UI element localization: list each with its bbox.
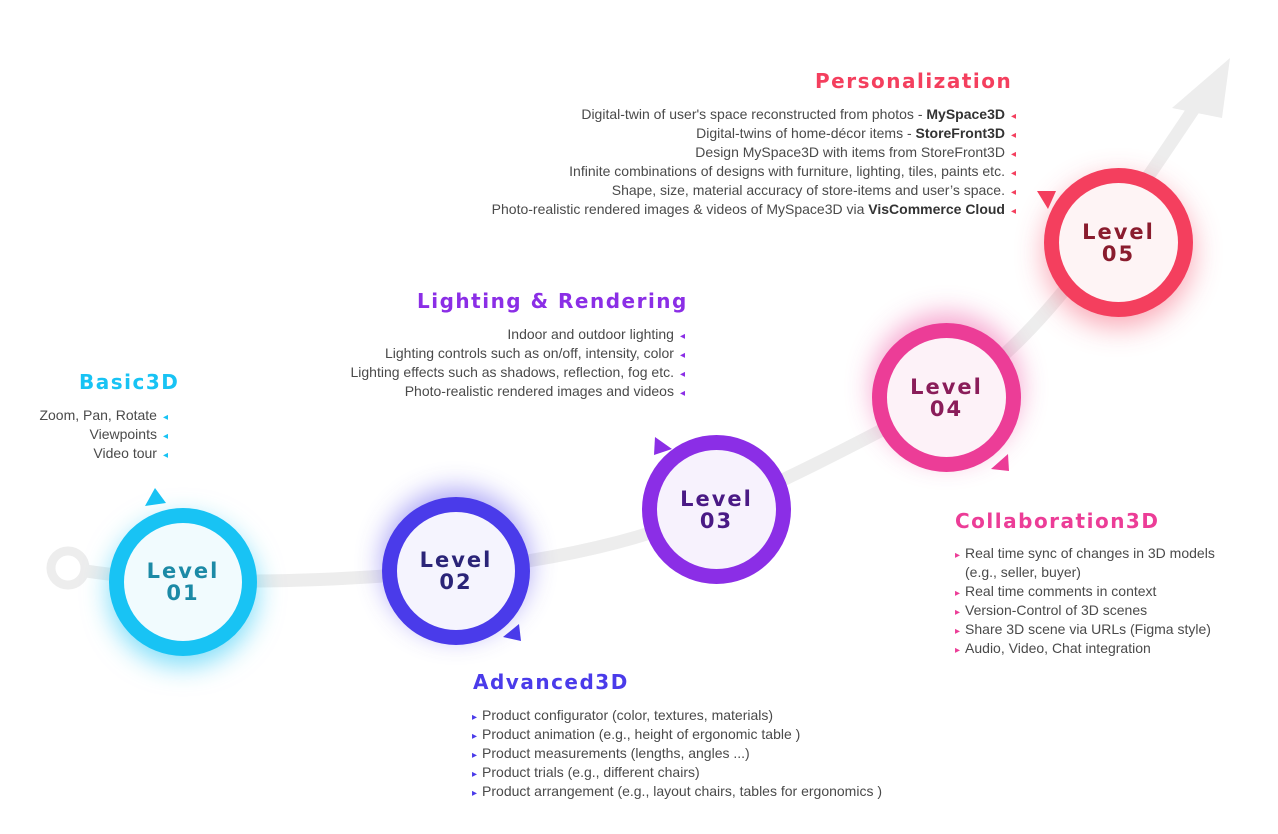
list-item: Shape, size, material accuracy of store-…	[492, 182, 1016, 201]
list-item: Product trials (e.g., different chairs)	[472, 764, 882, 783]
level-label: Level	[1082, 219, 1155, 244]
basic3d-features: Zoom, Pan, Rotate Viewpoints Video tour	[39, 407, 168, 464]
personalization-features: Digital-twin of user's space reconstruct…	[492, 106, 1016, 220]
item-bold-text: MySpace3D	[926, 106, 1005, 122]
advanced3d-title: Advanced3D	[473, 670, 629, 694]
pointer-triangle-icon-2	[503, 624, 521, 641]
lighting-title: Lighting & Rendering	[417, 289, 688, 313]
level-number: 03	[699, 508, 734, 533]
list-item: Viewpoints	[39, 426, 168, 445]
list-item: Digital-twin of user's space reconstruct…	[492, 106, 1016, 125]
collaboration3d-features: Real time sync of changes in 3D models (…	[955, 545, 1215, 659]
list-item: Indoor and outdoor lighting	[350, 326, 685, 345]
item-text: Design MySpace3D with items from StoreFr…	[695, 144, 1005, 160]
list-item-continuation: (e.g., seller, buyer)	[965, 564, 1081, 580]
list-item: Audio, Video, Chat integration	[955, 640, 1215, 659]
level-01-circle: Level 01	[109, 508, 257, 656]
level-label: Level	[419, 548, 493, 572]
level-label: Level	[910, 374, 983, 399]
list-item: Real time comments in context	[955, 583, 1215, 602]
list-item: Share 3D scene via URLs (Figma style)	[955, 621, 1215, 640]
pointer-triangle-icon-1	[145, 488, 166, 506]
list-item: Photo-realistic rendered images & videos…	[492, 201, 1016, 220]
level-number: 04	[929, 396, 964, 421]
list-item: Photo-realistic rendered images and vide…	[350, 383, 685, 402]
item-text: Photo-realistic rendered images & videos…	[491, 201, 869, 217]
list-item: Real time sync of changes in 3D models	[955, 545, 1215, 564]
item-text: Digital-twin of user's space reconstruct…	[581, 106, 927, 122]
level-02-circle: Level 02	[382, 497, 530, 645]
level-number: 05	[1101, 241, 1136, 266]
item-bold-text: VisCommerce Cloud	[868, 201, 1005, 217]
list-item: Digital-twins of home-décor items - Stor…	[492, 125, 1016, 144]
level-05-circle: Level 05	[1044, 168, 1193, 317]
level-label: Level	[146, 559, 220, 583]
item-text: Digital-twins of home-décor items -	[696, 125, 916, 141]
list-item: Product arrangement (e.g., layout chairs…	[472, 783, 882, 802]
item-bold-text: StoreFront3D	[915, 125, 1005, 141]
pointer-triangle-icon-4	[991, 454, 1009, 471]
list-item: Design MySpace3D with items from StoreFr…	[492, 144, 1016, 163]
list-item: Zoom, Pan, Rotate	[39, 407, 168, 426]
advanced3d-features: Product configurator (color, textures, m…	[472, 707, 882, 802]
list-item: Product measurements (lengths, angles ..…	[472, 745, 882, 764]
list-item: Lighting controls such as on/off, intens…	[350, 345, 685, 364]
basic3d-title: Basic3D	[79, 370, 180, 394]
level-number: 02	[439, 570, 473, 594]
level-04-circle: Level 04	[872, 323, 1021, 472]
start-node	[46, 546, 90, 590]
list-item: Video tour	[39, 445, 168, 464]
pointer-triangle-icon-3	[654, 437, 672, 455]
collaboration3d-title: Collaboration3D	[955, 509, 1160, 533]
item-text: Infinite combinations of designs with fu…	[569, 163, 1005, 179]
list-item: Product animation (e.g., height of ergon…	[472, 726, 882, 745]
lighting-features: Indoor and outdoor lighting Lighting con…	[350, 326, 685, 402]
personalization-title: Personalization	[815, 69, 1013, 93]
level-label: Level	[680, 486, 753, 511]
pointer-triangle-icon-5	[1037, 191, 1056, 209]
item-text: Shape, size, material accuracy of store-…	[611, 182, 1005, 198]
list-item: Product configurator (color, textures, m…	[472, 707, 882, 726]
level-number: 01	[166, 581, 200, 605]
list-item: Lighting effects such as shadows, reflec…	[350, 364, 685, 383]
level-03-circle: Level 03	[642, 435, 791, 584]
list-item: Version-Control of 3D scenes	[955, 602, 1215, 621]
list-item: Infinite combinations of designs with fu…	[492, 163, 1016, 182]
arrow-head-icon	[1172, 58, 1230, 118]
